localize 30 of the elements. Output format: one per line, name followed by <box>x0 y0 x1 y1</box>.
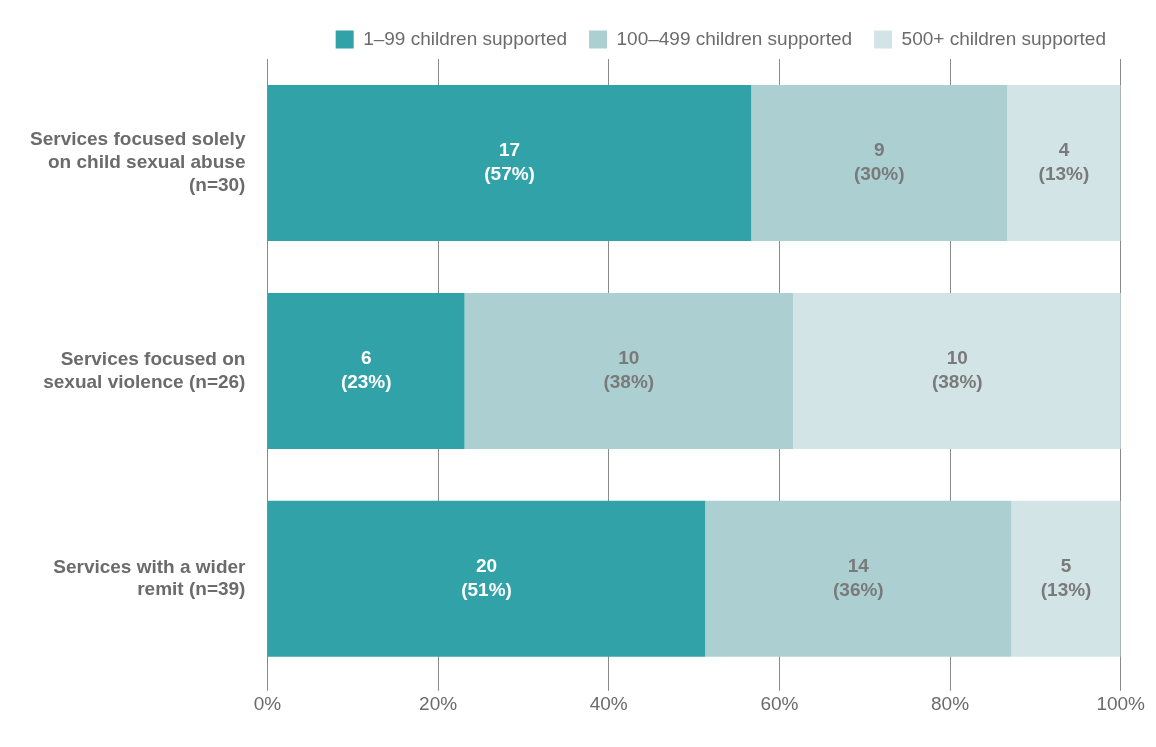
data-label: 4 (13%) <box>1038 139 1090 185</box>
bar <box>751 84 1008 241</box>
x-tick-label: 0% <box>253 693 282 715</box>
bar <box>267 292 465 449</box>
legend-label: 100–499 children supported <box>616 27 853 49</box>
legend-label: 1–99 children supported <box>363 27 568 49</box>
y-tick-label: Services focused solely on child sexual abuse (n=30) <box>29 128 246 195</box>
bar <box>793 292 1121 449</box>
x-tick-label: 20% <box>419 693 458 715</box>
x-tick-label: 100% <box>1096 693 1146 715</box>
data-label: 10 (38%) <box>931 347 983 393</box>
data-label: 17 (57%) <box>484 139 535 185</box>
data-label: 10 (38%) <box>603 347 655 393</box>
x-tick-label: 80% <box>931 693 970 715</box>
bar <box>464 292 794 449</box>
bar <box>705 500 1012 657</box>
y-tick-label: Services with a wider remit (n=39) <box>53 555 247 600</box>
bar <box>267 500 706 657</box>
data-label: 5 (13%) <box>1040 555 1092 601</box>
x-tick-label: 60% <box>760 693 799 715</box>
data-label: 20 (51%) <box>461 555 512 601</box>
legend-label: 500+ children supported <box>901 27 1107 49</box>
data-label: 6 (23%) <box>340 347 392 393</box>
bar <box>267 84 752 241</box>
data-label: 14 (36%) <box>832 555 884 601</box>
bar <box>1007 84 1121 241</box>
x-tick-label: 40% <box>589 693 628 715</box>
y-tick-label: Services focused on sexual violence (n=26) <box>43 347 246 392</box>
data-label: 9 (30%) <box>853 139 905 185</box>
bar <box>1011 500 1121 657</box>
